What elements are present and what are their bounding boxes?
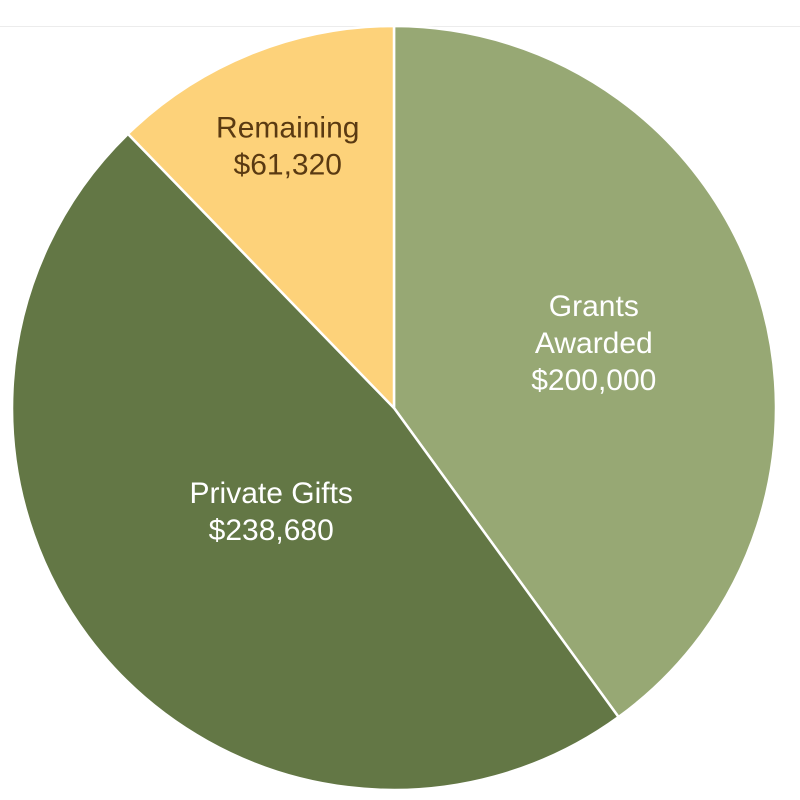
slice-label-grants-awarded: Grants Awarded $200,000 [531,290,656,397]
slice-value-label: $200,000 [531,364,656,397]
slice-label-private-gifts: Private Gifts $238,680 [190,477,353,547]
slice-category-label: Awarded [535,327,653,360]
slice-label-remaining: Remaining $61,320 [216,112,359,182]
pie-slice-grants-awarded [392,24,778,719]
slice-value-label: $238,680 [209,514,334,547]
slice-category-label: Grants [549,290,639,323]
pie-slice-remaining [126,24,396,410]
pie-slice-private-gifts [10,132,620,792]
slice-category-label: Private Gifts [190,477,353,510]
slice-value-label: $61,320 [234,149,342,182]
slice-category-label: Remaining [216,112,359,145]
